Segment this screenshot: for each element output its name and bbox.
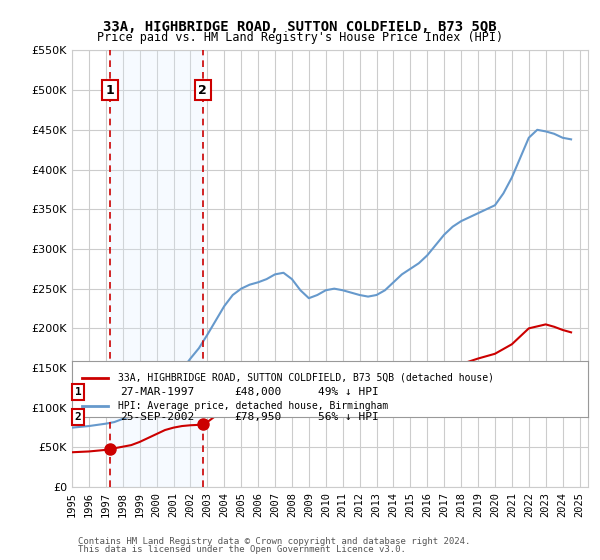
- 33A, HIGHBRIDGE ROAD, SUTTON COLDFIELD, B73 5QB (detached house): [110, 445, 118, 452]
- 33A, HIGHBRIDGE ROAD, SUTTON COLDFIELD, B73 5QB (detached house): [551, 324, 558, 330]
- 33A, HIGHBRIDGE ROAD, SUTTON COLDFIELD, B73 5QB (detached house): [178, 423, 185, 430]
- 33A, HIGHBRIDGE ROAD, SUTTON COLDFIELD, B73 5QB (detached house): [145, 435, 152, 441]
- Text: This data is licensed under the Open Government Licence v3.0.: This data is licensed under the Open Gov…: [78, 545, 406, 554]
- 33A, HIGHBRIDGE ROAD, SUTTON COLDFIELD, B73 5QB (detached house): [373, 395, 380, 402]
- 33A, HIGHBRIDGE ROAD, SUTTON COLDFIELD, B73 5QB (detached house): [128, 442, 135, 449]
- Text: HPI: Average price, detached house, Birmingham: HPI: Average price, detached house, Birm…: [118, 401, 389, 411]
- 33A, HIGHBRIDGE ROAD, SUTTON COLDFIELD, B73 5QB (detached house): [119, 444, 127, 450]
- Text: 27-MAR-1997: 27-MAR-1997: [120, 387, 194, 397]
- 33A, HIGHBRIDGE ROAD, SUTTON COLDFIELD, B73 5QB (detached house): [424, 382, 431, 389]
- Text: £78,950: £78,950: [234, 412, 281, 422]
- Line: 33A, HIGHBRIDGE ROAD, SUTTON COLDFIELD, B73 5QB (detached house): 33A, HIGHBRIDGE ROAD, SUTTON COLDFIELD, …: [72, 324, 571, 452]
- 33A, HIGHBRIDGE ROAD, SUTTON COLDFIELD, B73 5QB (detached house): [491, 351, 499, 357]
- 33A, HIGHBRIDGE ROAD, SUTTON COLDFIELD, B73 5QB (detached house): [161, 427, 169, 433]
- 33A, HIGHBRIDGE ROAD, SUTTON COLDFIELD, B73 5QB (detached house): [407, 389, 414, 395]
- 33A, HIGHBRIDGE ROAD, SUTTON COLDFIELD, B73 5QB (detached house): [254, 395, 262, 402]
- 33A, HIGHBRIDGE ROAD, SUTTON COLDFIELD, B73 5QB (detached house): [187, 422, 194, 428]
- 33A, HIGHBRIDGE ROAD, SUTTON COLDFIELD, B73 5QB (detached house): [77, 449, 84, 455]
- 33A, HIGHBRIDGE ROAD, SUTTON COLDFIELD, B73 5QB (detached house): [199, 421, 206, 428]
- Text: 33A, HIGHBRIDGE ROAD, SUTTON COLDFIELD, B73 5QB (detached house): 33A, HIGHBRIDGE ROAD, SUTTON COLDFIELD, …: [118, 373, 494, 383]
- HPI: Average price, detached house, Birmingham: (2e+03, 1.75e+05): Average price, detached house, Birmingha…: [195, 345, 202, 352]
- 33A, HIGHBRIDGE ROAD, SUTTON COLDFIELD, B73 5QB (detached house): [136, 438, 143, 445]
- Text: 25-SEP-2002: 25-SEP-2002: [120, 412, 194, 422]
- 33A, HIGHBRIDGE ROAD, SUTTON COLDFIELD, B73 5QB (detached house): [246, 396, 253, 403]
- 33A, HIGHBRIDGE ROAD, SUTTON COLDFIELD, B73 5QB (detached house): [568, 329, 575, 335]
- Text: Contains HM Land Registry data © Crown copyright and database right 2024.: Contains HM Land Registry data © Crown c…: [78, 537, 470, 546]
- 33A, HIGHBRIDGE ROAD, SUTTON COLDFIELD, B73 5QB (detached house): [339, 395, 346, 402]
- Text: Price paid vs. HM Land Registry's House Price Index (HPI): Price paid vs. HM Land Registry's House …: [97, 31, 503, 44]
- Text: 49% ↓ HPI: 49% ↓ HPI: [318, 387, 379, 397]
- Text: 56% ↓ HPI: 56% ↓ HPI: [318, 412, 379, 422]
- Text: 1: 1: [74, 387, 82, 397]
- Text: 1: 1: [106, 83, 114, 97]
- 33A, HIGHBRIDGE ROAD, SUTTON COLDFIELD, B73 5QB (detached house): [263, 393, 270, 400]
- HPI: Average price, detached house, Birmingham: (2.01e+03, 2.48e+05): Average price, detached house, Birmingha…: [382, 287, 389, 293]
- 33A, HIGHBRIDGE ROAD, SUTTON COLDFIELD, B73 5QB (detached house): [94, 447, 101, 454]
- 33A, HIGHBRIDGE ROAD, SUTTON COLDFIELD, B73 5QB (detached house): [221, 406, 228, 413]
- 33A, HIGHBRIDGE ROAD, SUTTON COLDFIELD, B73 5QB (detached house): [458, 361, 465, 367]
- 33A, HIGHBRIDGE ROAD, SUTTON COLDFIELD, B73 5QB (detached house): [153, 431, 160, 437]
- Text: 33A, HIGHBRIDGE ROAD, SUTTON COLDFIELD, B73 5QB: 33A, HIGHBRIDGE ROAD, SUTTON COLDFIELD, …: [103, 20, 497, 34]
- 33A, HIGHBRIDGE ROAD, SUTTON COLDFIELD, B73 5QB (detached house): [68, 449, 76, 456]
- HPI: Average price, detached house, Birmingham: (2e+03, 2.5e+05): Average price, detached house, Birmingha…: [238, 285, 245, 292]
- 33A, HIGHBRIDGE ROAD, SUTTON COLDFIELD, B73 5QB (detached house): [356, 396, 363, 403]
- 33A, HIGHBRIDGE ROAD, SUTTON COLDFIELD, B73 5QB (detached house): [542, 321, 550, 328]
- 33A, HIGHBRIDGE ROAD, SUTTON COLDFIELD, B73 5QB (detached house): [271, 391, 278, 398]
- Line: HPI: Average price, detached house, Birmingham: HPI: Average price, detached house, Birm…: [72, 130, 571, 428]
- 33A, HIGHBRIDGE ROAD, SUTTON COLDFIELD, B73 5QB (detached house): [170, 424, 177, 431]
- 33A, HIGHBRIDGE ROAD, SUTTON COLDFIELD, B73 5QB (detached house): [212, 412, 220, 419]
- 33A, HIGHBRIDGE ROAD, SUTTON COLDFIELD, B73 5QB (detached house): [440, 372, 448, 379]
- HPI: Average price, detached house, Birmingham: (2.02e+03, 4.5e+05): Average price, detached house, Birmingha…: [533, 127, 541, 133]
- 33A, HIGHBRIDGE ROAD, SUTTON COLDFIELD, B73 5QB (detached house): [305, 396, 313, 403]
- 33A, HIGHBRIDGE ROAD, SUTTON COLDFIELD, B73 5QB (detached house): [106, 446, 113, 452]
- HPI: Average price, detached house, Birmingham: (2e+03, 7.5e+04): Average price, detached house, Birmingha…: [68, 424, 76, 431]
- 33A, HIGHBRIDGE ROAD, SUTTON COLDFIELD, B73 5QB (detached house): [559, 326, 566, 333]
- Text: £48,000: £48,000: [234, 387, 281, 397]
- 33A, HIGHBRIDGE ROAD, SUTTON COLDFIELD, B73 5QB (detached house): [229, 400, 236, 407]
- 33A, HIGHBRIDGE ROAD, SUTTON COLDFIELD, B73 5QB (detached house): [390, 391, 397, 398]
- 33A, HIGHBRIDGE ROAD, SUTTON COLDFIELD, B73 5QB (detached house): [204, 419, 211, 426]
- Text: 2: 2: [199, 83, 207, 97]
- HPI: Average price, detached house, Birmingham: (2.02e+03, 4.38e+05): Average price, detached house, Birmingha…: [568, 136, 575, 143]
- 33A, HIGHBRIDGE ROAD, SUTTON COLDFIELD, B73 5QB (detached house): [508, 341, 515, 348]
- Bar: [110, 50, 203, 487]
- 33A, HIGHBRIDGE ROAD, SUTTON COLDFIELD, B73 5QB (detached house): [238, 398, 245, 405]
- 33A, HIGHBRIDGE ROAD, SUTTON COLDFIELD, B73 5QB (detached house): [525, 325, 532, 332]
- Text: 2: 2: [74, 412, 82, 422]
- 33A, HIGHBRIDGE ROAD, SUTTON COLDFIELD, B73 5QB (detached house): [322, 395, 329, 402]
- HPI: Average price, detached house, Birmingham: (2e+03, 2.1e+05): Average price, detached house, Birmingha…: [212, 317, 220, 324]
- 33A, HIGHBRIDGE ROAD, SUTTON COLDFIELD, B73 5QB (detached house): [289, 394, 296, 401]
- 33A, HIGHBRIDGE ROAD, SUTTON COLDFIELD, B73 5QB (detached house): [102, 446, 109, 453]
- 33A, HIGHBRIDGE ROAD, SUTTON COLDFIELD, B73 5QB (detached house): [85, 448, 92, 455]
- 33A, HIGHBRIDGE ROAD, SUTTON COLDFIELD, B73 5QB (detached house): [195, 422, 202, 428]
- 33A, HIGHBRIDGE ROAD, SUTTON COLDFIELD, B73 5QB (detached house): [475, 355, 482, 362]
- HPI: Average price, detached house, Birmingham: (2e+03, 2.42e+05): Average price, detached house, Birmingha…: [229, 292, 236, 298]
- HPI: Average price, detached house, Birmingham: (2e+03, 1.15e+05): Average price, detached house, Birmingha…: [153, 393, 160, 399]
